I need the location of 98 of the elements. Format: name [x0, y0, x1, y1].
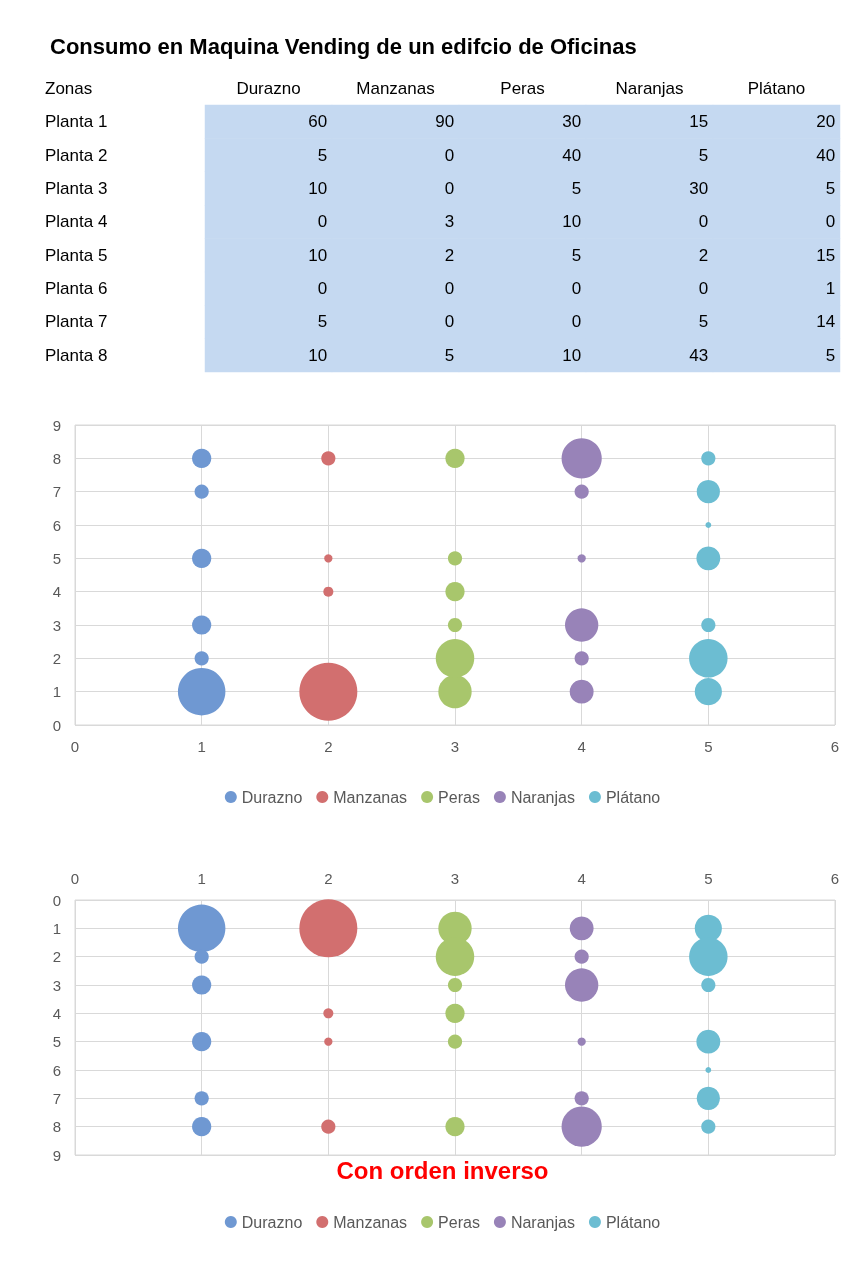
- y-tick-label: 1: [52, 919, 61, 937]
- data-label: 5: [825, 345, 836, 365]
- y-tick-label: 6: [52, 516, 61, 534]
- x-tick-label: 2: [324, 738, 333, 755]
- legend-label: Durazno: [241, 1213, 303, 1231]
- x-tick-label: 2: [324, 870, 333, 887]
- data-label: 60: [308, 112, 328, 132]
- y-tick-label: Planta 3: [45, 178, 108, 198]
- y-tick-label: 6: [52, 1061, 61, 1079]
- y-tick-label: 9: [52, 1146, 61, 1164]
- legend-label: Plátano: [605, 788, 661, 806]
- legend-label: Naranjas: [510, 788, 575, 806]
- data-label: 0: [444, 145, 455, 165]
- data-label: 0: [825, 212, 836, 232]
- data-label: 20: [816, 112, 836, 132]
- data-label: 5: [698, 312, 709, 332]
- data-label: 14: [816, 312, 836, 332]
- y-tick-label: 8: [52, 1118, 61, 1136]
- data-label: 15: [689, 112, 709, 132]
- data-label: 0: [571, 312, 582, 332]
- data-label: 5: [317, 312, 328, 332]
- data-label: 2: [698, 245, 709, 265]
- y-tick-label: Planta 7: [45, 312, 108, 332]
- x-tick-label: 4: [577, 870, 586, 887]
- legend-label: Naranjas: [510, 1213, 575, 1231]
- x-tick-label: 4: [577, 738, 586, 755]
- y-tick-label: 7: [52, 483, 61, 501]
- x-tick-label: 6: [830, 738, 840, 755]
- legend-label: Durazno: [241, 788, 303, 806]
- data-label: 0: [698, 212, 709, 232]
- text: Con orden inverso: [336, 1156, 549, 1184]
- data-label: 2: [444, 245, 455, 265]
- x-tick-label: Plátano: [747, 79, 806, 98]
- y-tick-label: 2: [52, 948, 61, 966]
- data-label: 0: [444, 312, 455, 332]
- data-label: 0: [444, 279, 455, 299]
- x-tick-label: 1: [197, 738, 206, 755]
- data-label: 10: [308, 178, 328, 198]
- x-tick-label: 5: [704, 870, 713, 887]
- y-tick-label: Planta 8: [45, 345, 108, 365]
- data-label: 0: [444, 178, 455, 198]
- data-label: 5: [444, 345, 455, 365]
- legend-label: Peras: [438, 1213, 480, 1231]
- data-label: 0: [317, 279, 328, 299]
- y-tick-label: 8: [52, 449, 61, 467]
- y-tick-label: 2: [52, 649, 61, 667]
- data-label: 30: [689, 178, 709, 198]
- legend-label: Plátano: [605, 1213, 661, 1231]
- data-label: 10: [308, 245, 328, 265]
- y-tick-label: 4: [52, 583, 61, 601]
- data-label: 0: [317, 212, 328, 232]
- legend-label: Manzanas: [333, 1213, 408, 1231]
- y-tick-label: Planta 6: [45, 279, 108, 299]
- chart-title: Consumo en Maquina Vending de un edifcio de Oficinas: [50, 33, 637, 59]
- data-label: 40: [562, 145, 582, 165]
- x-tick-label: 1: [197, 870, 206, 887]
- x-tick-label: Manzanas: [356, 79, 435, 98]
- y-axis-title: Zonas: [45, 79, 93, 98]
- y-tick-label: 7: [52, 1089, 61, 1107]
- data-label: 40: [816, 145, 836, 165]
- y-tick-label: 0: [52, 716, 61, 734]
- data-label: 1: [825, 279, 836, 299]
- y-tick-label: 3: [52, 976, 61, 994]
- x-tick-label: Durazno: [236, 79, 301, 98]
- y-tick-label: 5: [52, 549, 61, 567]
- data-label: 5: [698, 145, 709, 165]
- x-tick-label: 6: [830, 870, 840, 887]
- data-label: 15: [816, 245, 836, 265]
- y-tick-label: Planta 4: [45, 212, 108, 232]
- x-tick-label: Naranjas: [615, 79, 684, 98]
- x-tick-label: 3: [450, 870, 460, 887]
- data-label: 5: [825, 178, 836, 198]
- data-label: 10: [308, 345, 328, 365]
- y-tick-label: Planta 1: [45, 112, 108, 132]
- x-tick-label: 5: [704, 738, 713, 755]
- legend-label: Manzanas: [333, 788, 408, 806]
- y-tick-label: 1: [52, 683, 61, 701]
- data-label: 0: [698, 279, 709, 299]
- y-tick-label: Planta 5: [45, 245, 108, 265]
- data-label: 30: [562, 112, 582, 132]
- data-label: 43: [689, 345, 709, 365]
- x-tick-label: 3: [450, 738, 460, 755]
- y-tick-label: 9: [52, 416, 61, 434]
- y-tick-label: 5: [52, 1033, 61, 1051]
- data-label: 90: [435, 112, 455, 132]
- data-label: 5: [571, 178, 582, 198]
- data-label: 3: [444, 212, 455, 232]
- y-tick-label: 4: [52, 1004, 61, 1022]
- y-tick-label: Planta 2: [45, 145, 108, 165]
- data-label: 0: [571, 279, 582, 299]
- legend-label: Peras: [438, 788, 480, 806]
- y-tick-label: 0: [52, 891, 61, 909]
- data-label: 10: [562, 212, 582, 232]
- data-label: 10: [562, 345, 582, 365]
- data-label: 5: [571, 245, 582, 265]
- x-tick-label: Peras: [500, 79, 545, 98]
- y-tick-label: 3: [52, 616, 61, 634]
- data-label: 5: [317, 145, 328, 165]
